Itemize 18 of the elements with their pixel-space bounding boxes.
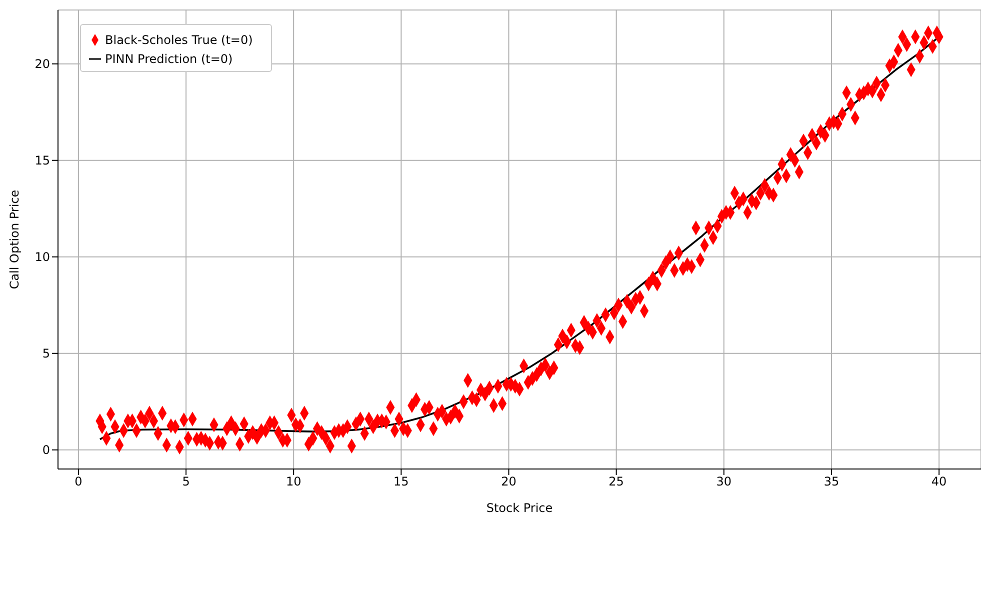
x-tick-label: 30 [716, 474, 732, 489]
legend-label: PINN Prediction (t=0) [105, 52, 233, 66]
y-tick-label: 10 [34, 250, 50, 264]
x-tick-label: 10 [286, 474, 302, 489]
x-tick-label: 40 [931, 474, 947, 489]
y-tick-label: 20 [34, 57, 50, 72]
y-tick-label: 5 [42, 346, 50, 361]
legend-label: Black-Scholes True (t=0) [105, 33, 253, 47]
x-tick-label: 0 [74, 474, 82, 489]
x-tick-label: 15 [394, 474, 409, 489]
y-axis-title: Call Option Price [7, 190, 22, 290]
y-tick-label: 15 [34, 154, 50, 168]
x-tick-label: 5 [182, 474, 190, 489]
x-tick-label: 25 [608, 474, 624, 489]
y-tick-label: 0 [42, 443, 50, 458]
x-tick-label: 20 [501, 474, 516, 489]
x-axis-title: Stock Price [486, 501, 553, 515]
x-tick-label: 35 [824, 474, 840, 489]
